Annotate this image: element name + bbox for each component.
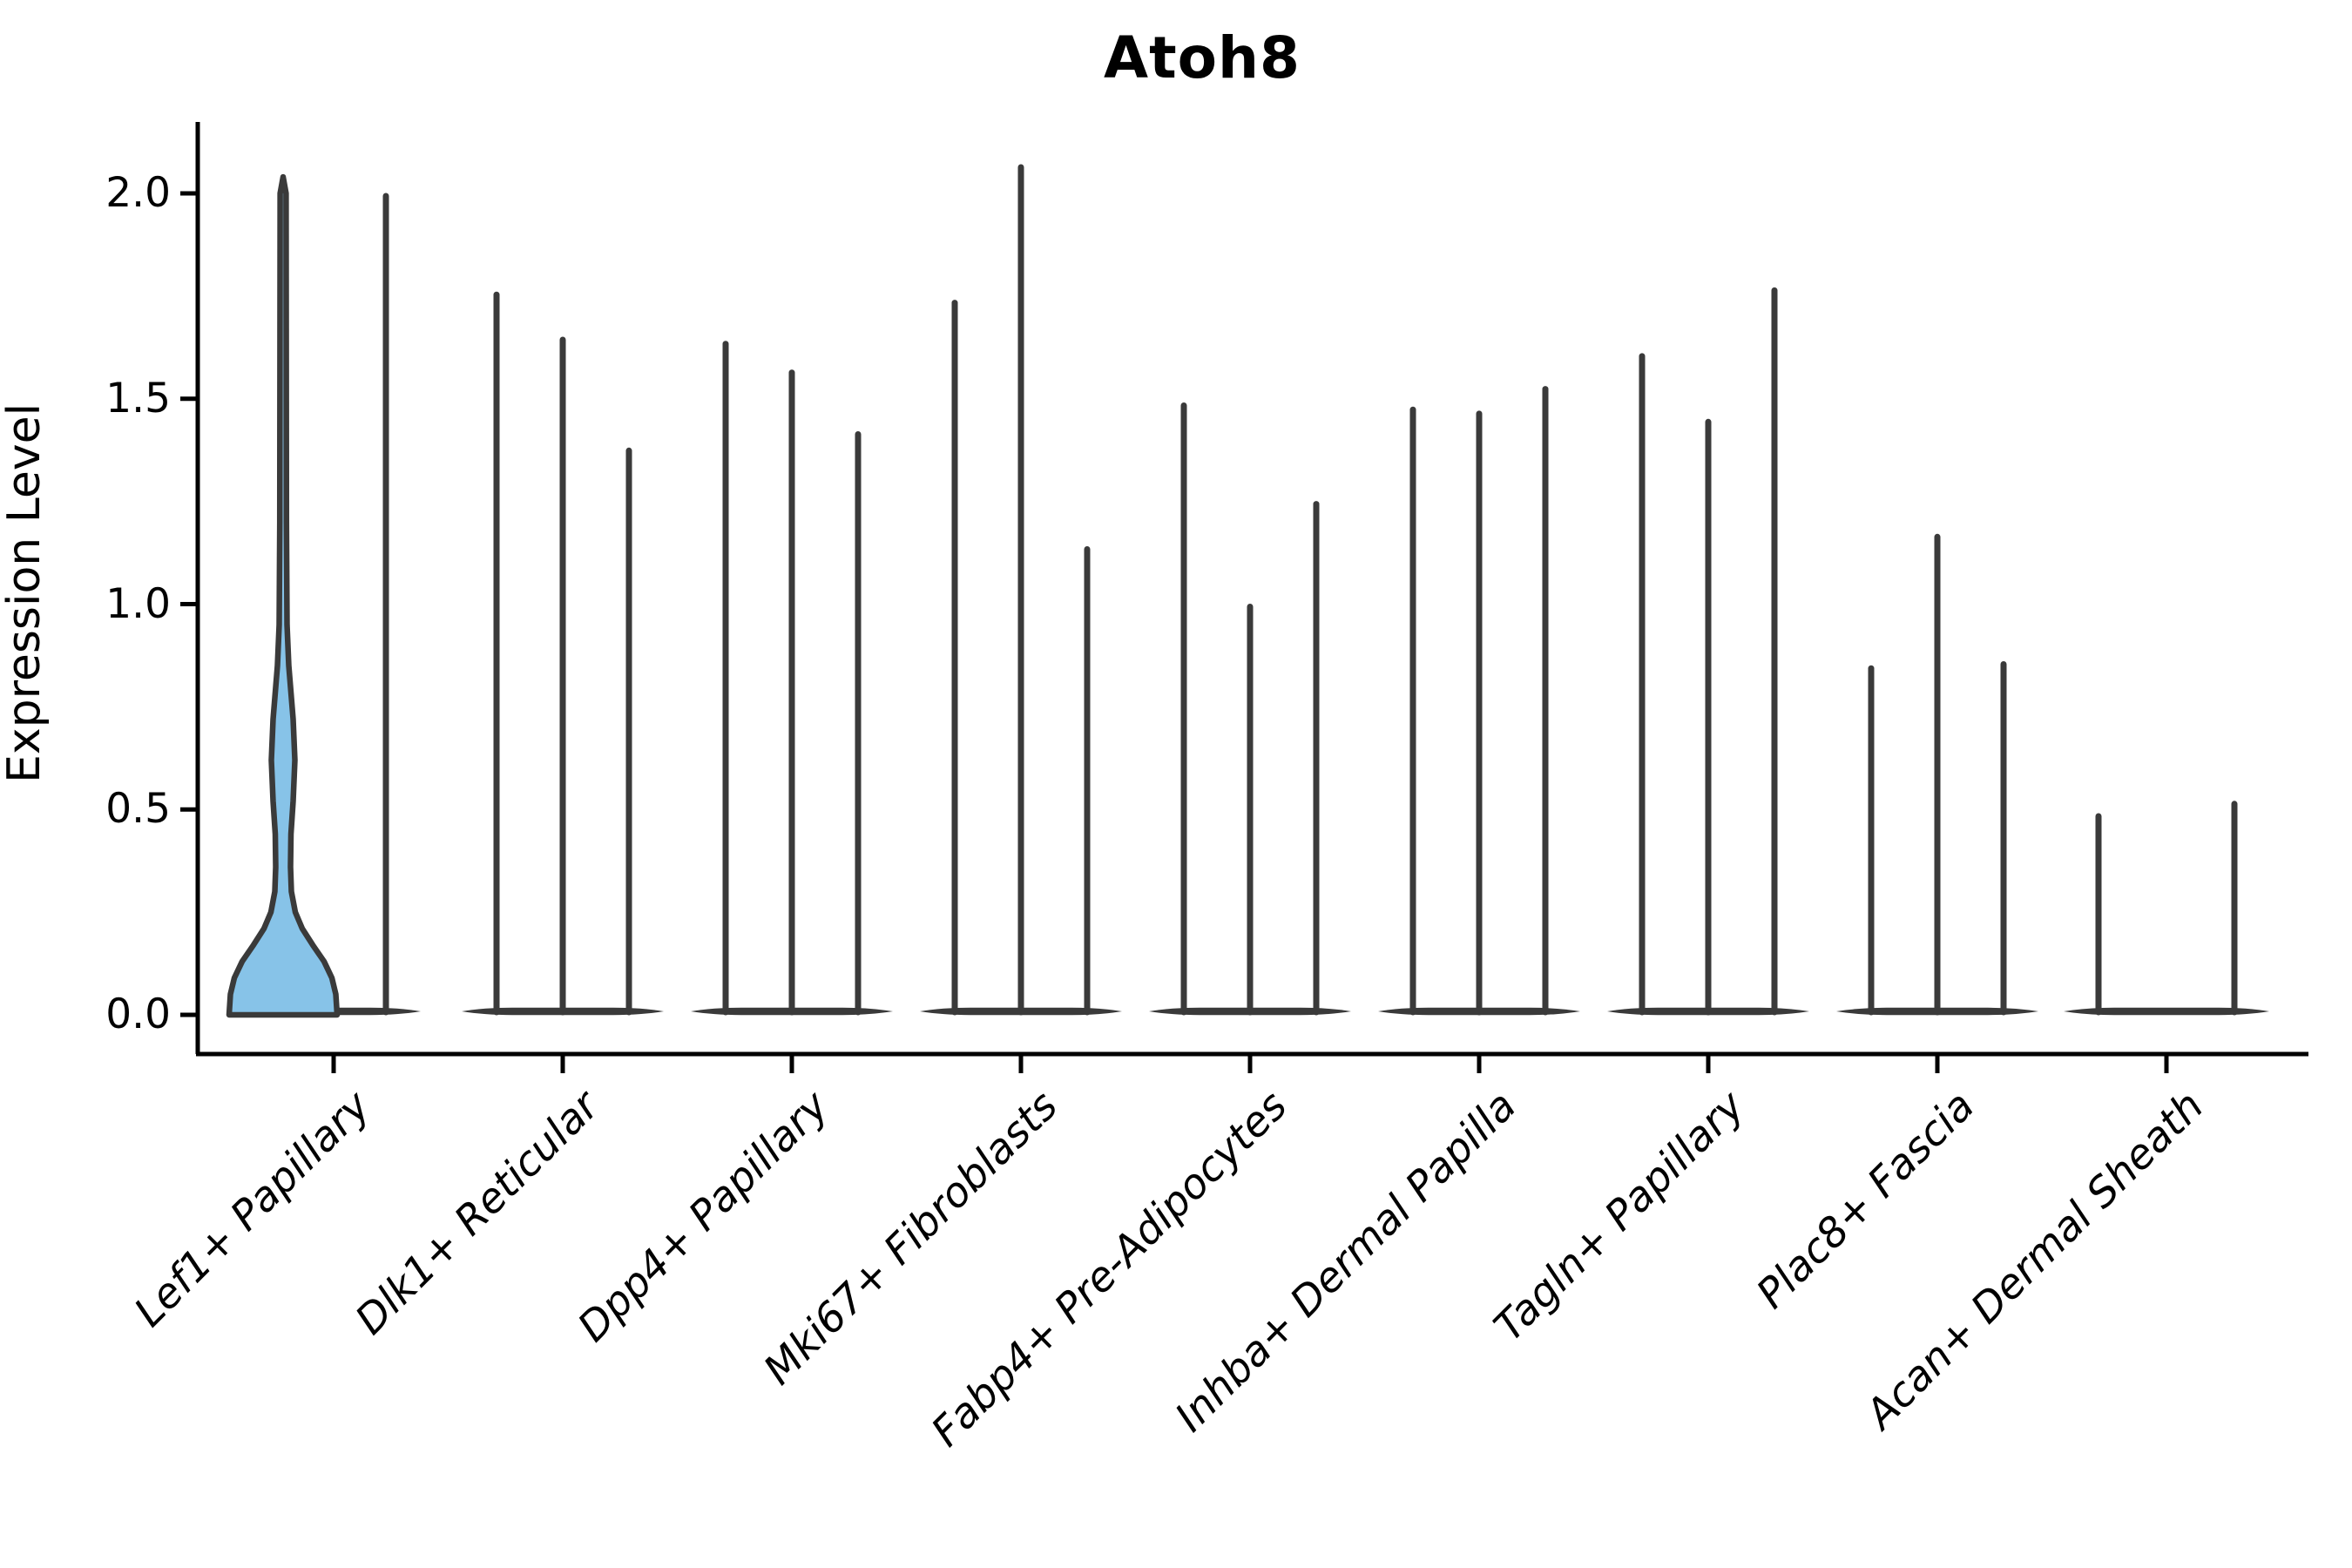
y-tick-label: 0.0 (105, 990, 171, 1038)
y-tick-label: 1.0 (105, 579, 171, 628)
violin-filled (226, 173, 341, 1018)
y-tick-label: 0.5 (105, 785, 171, 834)
violin-baseline (2064, 1007, 2269, 1016)
y-tick-label: 1.5 (105, 374, 171, 422)
y-tick-label: 2.0 (105, 169, 171, 217)
chart-title: Atoh8 (1104, 24, 1301, 91)
